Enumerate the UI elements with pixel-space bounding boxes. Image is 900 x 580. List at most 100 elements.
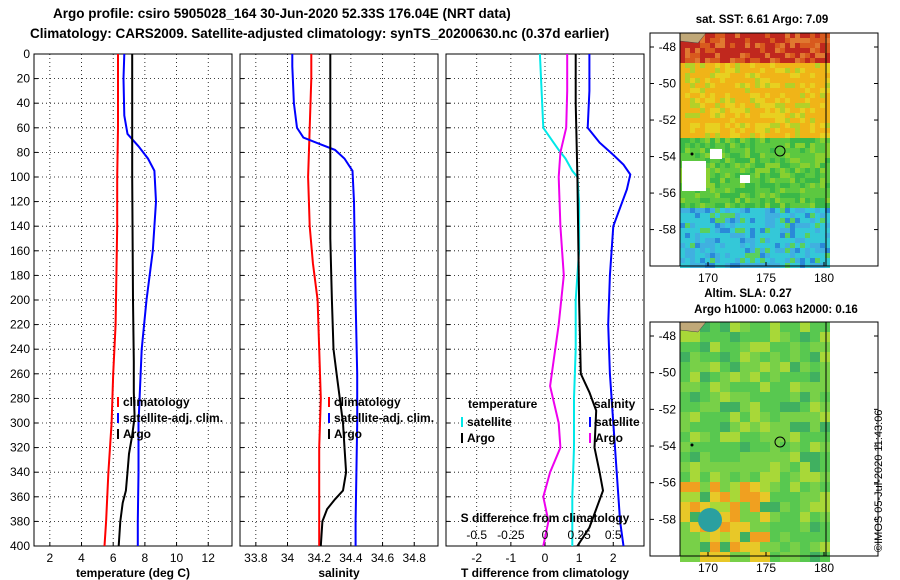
sst-map-cell (775, 188, 780, 193)
sla-map-cell (820, 492, 830, 502)
sst-map-cell (730, 113, 735, 118)
sst-map-cell (810, 198, 815, 203)
sst-map-cell (775, 258, 780, 263)
sst-map-cell (770, 153, 775, 158)
sst-map-cell (695, 153, 700, 158)
sst-map-cell (820, 118, 825, 123)
sla-map-cell (740, 532, 750, 542)
sst-map-cell (755, 38, 760, 43)
sst-map-cell (750, 208, 755, 213)
sst-map-y-label: -50 (659, 77, 677, 91)
sst-map-cell (680, 43, 685, 48)
sla-map-cell (740, 522, 750, 532)
sst-map-cell (815, 213, 820, 218)
sst-map-cell (770, 143, 775, 148)
sla-map-cell (820, 352, 830, 362)
sst-map-cell (790, 103, 795, 108)
y-tick-label: 20 (17, 72, 31, 86)
sla-map-cell (770, 402, 780, 412)
sst-map-cell (715, 63, 720, 68)
sst-map-cell (785, 33, 790, 38)
sla-map-cell (790, 422, 800, 432)
sst-map-cell (710, 203, 715, 208)
sla-map-cell (800, 382, 810, 392)
sst-map-cell (720, 153, 725, 158)
sst-map-cell (725, 88, 730, 93)
sst-map-cell (735, 253, 740, 258)
sla-map-cell (750, 412, 760, 422)
sst-map-cell (755, 233, 760, 238)
sla-argo-marker (774, 436, 786, 448)
sst-map-cell (735, 183, 740, 188)
sst-map-cell (760, 138, 765, 143)
sst-map-cell (735, 228, 740, 233)
sst-map-cell (815, 38, 820, 43)
sla-map-cell (710, 332, 720, 342)
sst-map-cell (775, 228, 780, 233)
sst-map-cell (710, 143, 715, 148)
sst-map-cell (695, 243, 700, 248)
sst-map-cell (820, 108, 825, 113)
sst-map-cell (725, 238, 730, 243)
sst-map-cell (805, 243, 810, 248)
sst-map-cell (780, 98, 785, 103)
sst-map-cell (755, 148, 760, 153)
sst-map-cell (785, 153, 790, 158)
sst-map-cell (720, 203, 725, 208)
sst-map-cell (770, 58, 775, 63)
sla-map-cell (820, 382, 830, 392)
sst-map-cell (815, 113, 820, 118)
sst-map-cell (765, 93, 770, 98)
sst-map-cell (715, 158, 720, 163)
sst-map-cell (805, 83, 810, 88)
sla-station-dot (690, 443, 694, 447)
sst-map-cell (735, 223, 740, 228)
sla-map-cell (740, 542, 750, 552)
sst-map-cell (750, 193, 755, 198)
sst-map-cell (680, 218, 685, 223)
sla-map-cell (810, 322, 820, 332)
sla-map-cell (720, 532, 730, 542)
sst-map-cell (720, 118, 725, 123)
sst-map-cell (760, 188, 765, 193)
sla-map-cell (740, 362, 750, 372)
sst-map-cell (780, 238, 785, 243)
sst-map-cell (805, 148, 810, 153)
sst-map-cell (790, 163, 795, 168)
sst-map-cell (770, 208, 775, 213)
sst-map-cell (685, 143, 690, 148)
sst-map-cell (730, 58, 735, 63)
sst-map-cell (680, 63, 685, 68)
sst-map-cell (805, 43, 810, 48)
sst-map-cell (720, 258, 725, 263)
sst-map-cell (735, 173, 740, 178)
sst-map-cell (765, 168, 770, 173)
sst-map-cell (685, 103, 690, 108)
sst-map-cell (775, 98, 780, 103)
sst-map-cell (700, 233, 705, 238)
sst-map-cell (695, 193, 700, 198)
sst-map-cell (800, 88, 805, 93)
sst-map-cell (825, 213, 830, 218)
sst-map-cell (790, 38, 795, 43)
sst-map-cell (735, 188, 740, 193)
sla-map-cell (820, 362, 830, 372)
sst-map-cell (770, 43, 775, 48)
sst-map-cell (705, 253, 710, 258)
sst-map-cell (815, 223, 820, 228)
sst-map-cell (800, 83, 805, 88)
sst-map-cell (805, 218, 810, 223)
sla-map-cell (770, 452, 780, 462)
sst-map-cell (740, 98, 745, 103)
sst-map-cell (705, 118, 710, 123)
sst-map-cell (800, 163, 805, 168)
sst-map-cell (735, 33, 740, 38)
sst-map-cell (760, 163, 765, 168)
sst-map-cell (735, 213, 740, 218)
sst-map-cell (820, 198, 825, 203)
sst-map-cell (815, 128, 820, 133)
sst-map-cell (760, 158, 765, 163)
sst-map-cell (745, 183, 750, 188)
sla-map-cell (810, 332, 820, 342)
sla-map-cell (810, 422, 820, 432)
